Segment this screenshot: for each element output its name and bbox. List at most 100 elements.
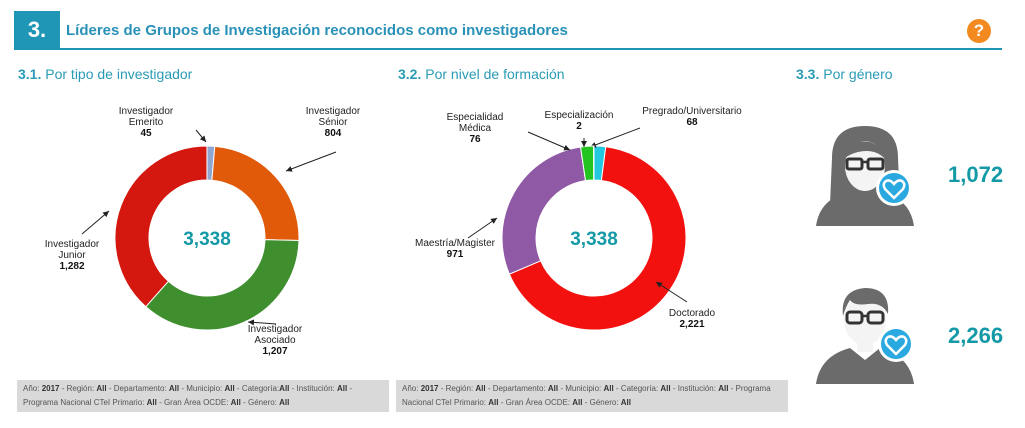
slice-value-label: 45 [140,128,152,139]
filter-text: - Programa Nacional CTeI Primario: [402,384,771,407]
filter-text: - Gran Área OCDE: [156,398,231,407]
slice-value-label: 1,282 [59,261,84,272]
help-icon[interactable]: ? [967,19,991,43]
section-number: 3.1. [18,66,42,82]
filter-text: - Género: [240,398,280,407]
filter-text: - Categoría: [613,384,661,393]
section-number-badge: 3. [14,11,60,49]
section-title-tipo: 3.1. Por tipo de investigador [18,66,192,82]
slice-label-text: Especialización [545,110,614,121]
filter-text: - Institución: [670,384,719,393]
slice-label-text: Asociado [254,335,296,346]
filter-text: All [336,384,348,393]
slice-label-text: Maestría/Magister [415,238,496,249]
donut-slice[interactable] [501,146,587,275]
slice-label-text: Investigador [248,324,303,335]
filter-text: All [660,384,671,393]
filter-text: - Categoría: [234,384,280,393]
filter-text: - Gran Área OCDE: [498,398,573,407]
slice-value-label: 1,207 [262,346,287,357]
slice-pointer-arrow [589,127,641,148]
slice-pointer-arrow [247,319,277,326]
slice-label-text: Pregrado/Universitario [642,106,742,117]
filter-text: All [230,398,241,407]
filter-summary: Año: 2017 - Región: All - Departamento: … [17,380,389,412]
donut-total: 3,338 [183,229,231,250]
filter-text: All [279,398,290,407]
filter-text: - Género: [582,398,621,407]
female-avatar-icon [816,126,914,226]
filter-text: - Departamento: [106,384,169,393]
donut-chart-tipo-investigador: InvestigadorEmerito45InvestigadorSénior8… [45,106,361,357]
donut-slice[interactable] [145,239,300,331]
slice-value-label: 804 [325,128,342,139]
slice-label-text: Especialidad [447,112,504,123]
slice-value-label: 68 [686,117,698,128]
filter-text: All [475,384,486,393]
slice-pointer-arrow [285,151,337,172]
section-title-genero: 3.3. Por género [796,66,893,82]
filter-text: - Región: [438,384,476,393]
filter-text: All [168,384,180,393]
filter-text: All [96,384,107,393]
slice-label-text: Junior [58,250,86,261]
donut-slice[interactable] [114,145,208,308]
filter-text: - Departamento: [485,384,548,393]
slice-label-text: Doctorado [669,308,716,319]
filter-summary: Año: 2017 - Región: All - Departamento: … [396,380,788,412]
filter-text: Año: [23,384,42,393]
slice-pointer-arrow [527,131,571,151]
slice-pointer-arrow [81,210,110,235]
slice-label-text: Investigador [119,106,174,117]
section-number: 3.3. [796,66,820,82]
page-title: Líderes de Grupos de Investigación recon… [66,22,568,39]
donut-slice[interactable] [211,145,300,242]
filter-text: - Región: [59,384,97,393]
filter-text: - Municipio: [179,384,225,393]
donut-total: 3,338 [570,229,618,250]
filter-text: 2017 [420,384,439,393]
slice-value-label: 971 [447,249,464,260]
filter-text: - Programa Nacional CTeI Primario: [23,384,353,407]
filter-text: All [572,398,583,407]
slice-pointer-arrow [467,217,498,239]
filter-text: All [224,384,235,393]
filter-text: All [279,384,290,393]
section-number: 3.2. [398,66,422,82]
slice-pointer-arrow [655,281,688,303]
filter-text: All [718,384,729,393]
filter-text: All [620,398,631,407]
male-avatar-icon [816,288,914,384]
slice-value-label: 2 [576,121,582,132]
filter-text: All [146,398,157,407]
filter-text: All [547,384,559,393]
filter-text: - Institución: [289,384,337,393]
slice-label-text: Investigador [306,106,361,117]
slice-pointer-arrow [195,129,207,143]
donut-slice[interactable] [508,146,687,331]
section-label: Por género [823,66,893,82]
slice-label-text: Sénior [319,117,349,128]
male-count: 2,266 [948,323,1004,348]
section-label: Por nivel de formación [425,66,565,82]
header-divider [14,48,1002,50]
slice-label-text: Emerito [129,117,164,128]
female-count: 1,072 [948,162,1004,187]
slice-value-label: 2,221 [679,319,704,330]
slice-label-text: Médica [459,123,492,134]
section-title-formacion: 3.2. Por nivel de formación [398,66,565,82]
filter-text: Año: [402,384,421,393]
filter-text: - Municipio: [558,384,604,393]
slice-value-label: 76 [469,134,481,145]
filter-text: All [488,398,499,407]
